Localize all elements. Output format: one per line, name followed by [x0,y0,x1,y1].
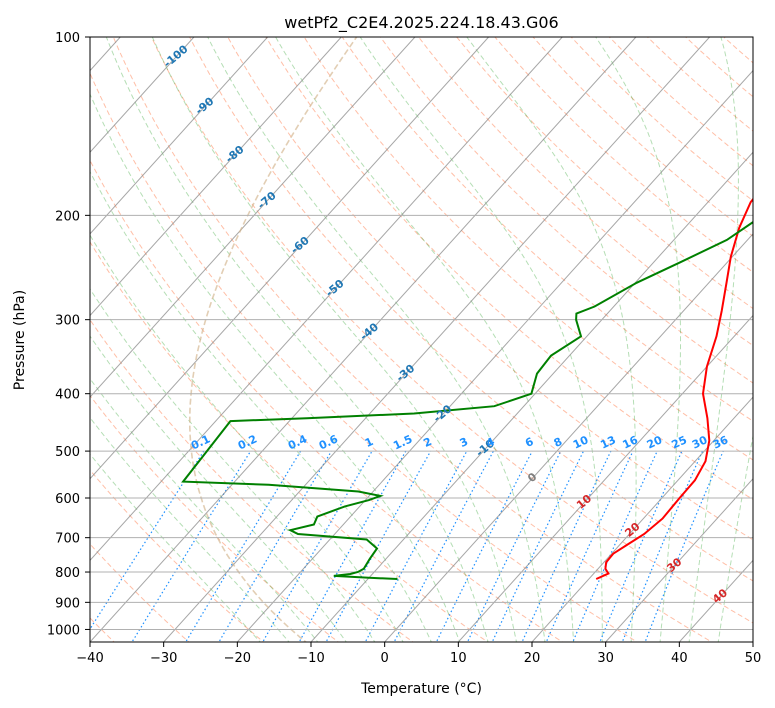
moist-adiabat-line [90,92,461,642]
y-tick-label: 200 [55,209,80,224]
isotherm-line [90,37,416,398]
dry-adiabat-line [227,37,753,541]
isotherm-line [90,37,637,642]
dry-adiabat-line [379,37,753,384]
y-axis-ticks: 100 200 300 400 500 600 700 800 900 1000 [47,31,90,638]
mixing-ratio-line [131,450,252,642]
x-axis-ticks: −40 −30 −20 −10 0 10 20 30 40 50 [76,642,761,666]
mixing-ratio-label: 10 [571,433,591,451]
x-tick-label: −10 [297,651,324,666]
y-tick-label: 600 [55,492,80,507]
x-tick-label: 40 [671,651,688,666]
mixing-ratio-line [90,450,205,631]
mixing-ratio-line [491,450,585,642]
mixing-ratio-line [599,450,683,642]
y-axis-label: Pressure (hPa) [12,290,28,390]
y-tick-label: 900 [55,596,80,611]
x-axis-label: Temperature (°C) [360,681,482,697]
mixing-ratio-label: 20 [645,433,665,451]
x-tick-label: 20 [524,651,541,666]
moist-adiabat-line [90,170,432,642]
isobar-grid [90,37,753,630]
y-tick-label: 100 [55,31,80,46]
isotherm-line [163,37,710,642]
temperature-line [595,197,753,580]
mixing-ratio-label: 25 [670,433,689,451]
y-tick-label: 700 [55,532,80,547]
isotherm-line [90,37,489,480]
mixing-ratio-line [621,450,703,642]
plot-frame [89,36,754,643]
y-tick-label: 800 [55,566,80,581]
isotherm-line [90,37,342,317]
dry-adiabat-line [189,37,753,582]
chart-title: wetPf2_C2E4.2025.224.18.43.G06 [284,13,558,33]
isotherm-line [457,314,753,642]
x-tick-label: 10 [450,651,467,666]
x-tick-label: −40 [76,651,103,666]
mixing-ratio-label: 36 [711,433,731,451]
mixing-ratio-label: 16 [621,433,641,451]
boundary-line [189,37,358,642]
mixing-ratio-line [393,450,494,642]
dewpoint-line [181,220,753,580]
y-tick-label: 300 [55,314,80,329]
x-tick-label: 50 [745,651,762,666]
x-tick-label: −30 [150,651,177,666]
mixing-ratio-line [521,450,612,642]
x-tick-label: −20 [224,651,251,666]
mixing-ratio-label: 30 [690,433,710,451]
mixing-ratio-label: 13 [598,433,617,451]
isotherm-line [531,396,753,642]
isotherm-line [384,233,753,642]
profile-lines [181,197,753,580]
isotherm-line [90,37,268,235]
dry-adiabat-line [341,37,753,422]
isotherm-line [310,151,753,642]
x-tick-label: 0 [381,651,389,666]
isotherm-line [605,477,753,642]
isotherm-line [236,69,753,642]
dry-adiabat-line [90,318,414,642]
y-tick-label: 400 [55,388,80,403]
dry-adiabat-line [265,37,753,501]
x-tick-label: 30 [597,651,614,666]
y-tick-label: 1000 [47,623,80,638]
isotherm-line [90,37,195,153]
isotherm-line [90,37,563,562]
mixing-ratio-line [218,450,333,642]
y-tick-label: 500 [55,445,80,460]
